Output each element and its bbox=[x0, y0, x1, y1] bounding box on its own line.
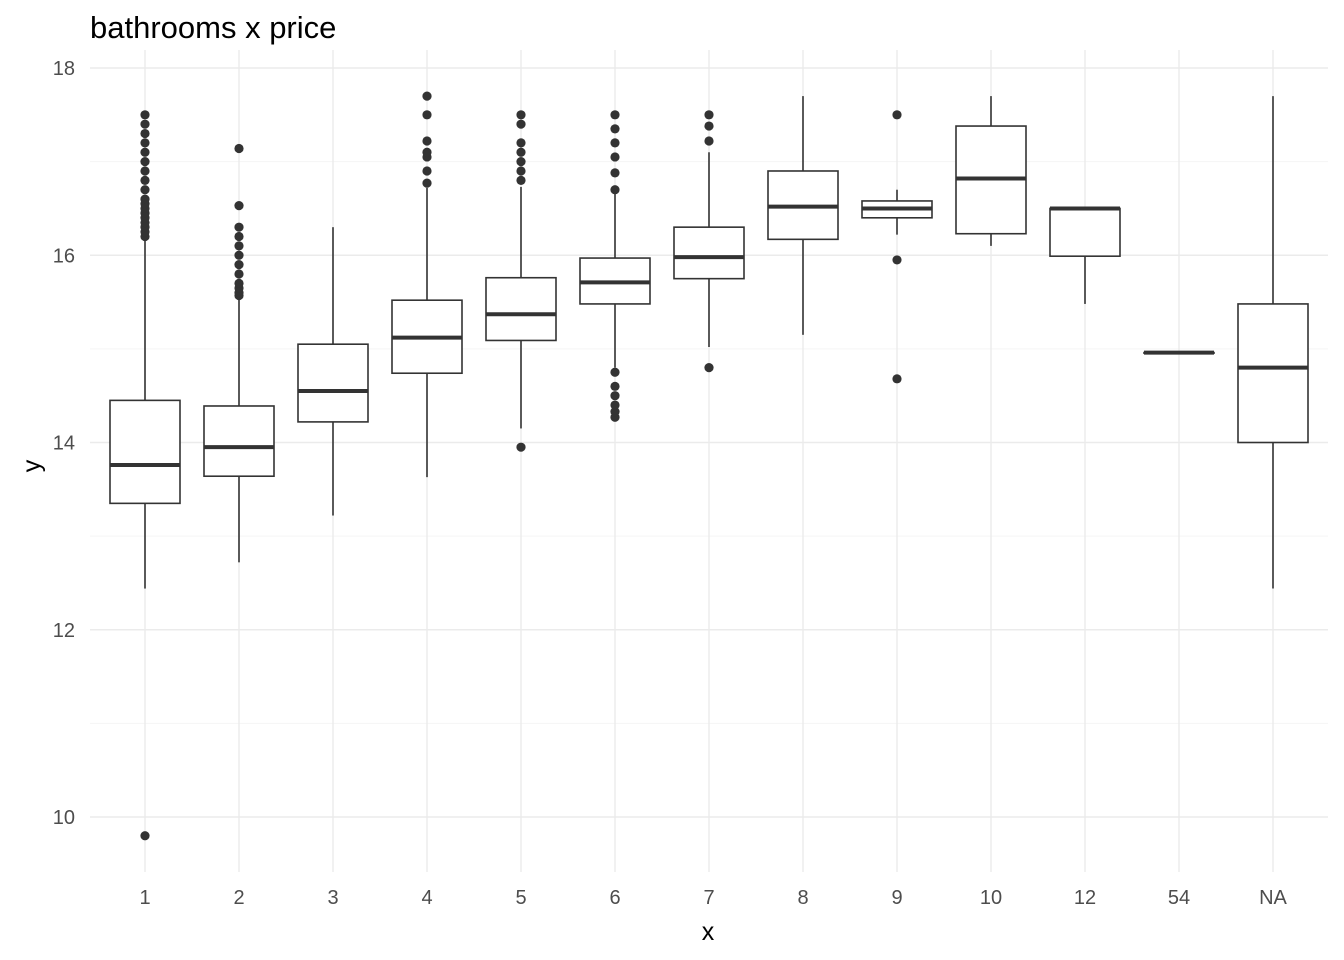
box-2 bbox=[203, 143, 275, 563]
outlier-point bbox=[140, 119, 150, 129]
outlier-point bbox=[516, 442, 526, 452]
outlier-point bbox=[516, 166, 526, 176]
outlier-point bbox=[422, 110, 432, 120]
outlier-point bbox=[610, 185, 620, 195]
outlier-point bbox=[610, 110, 620, 120]
outlier-point bbox=[892, 110, 902, 120]
y-tick-label: 14 bbox=[53, 433, 75, 455]
iqr-box bbox=[485, 276, 557, 342]
outlier-point bbox=[234, 222, 244, 232]
y-tick-label: 12 bbox=[53, 620, 75, 642]
outlier-point bbox=[140, 185, 150, 195]
iqr-box bbox=[1237, 303, 1309, 444]
outlier-point bbox=[422, 178, 432, 188]
y-tick-label: 10 bbox=[53, 807, 75, 829]
iqr-box bbox=[109, 399, 181, 505]
iqr-box bbox=[297, 343, 369, 423]
box-NA bbox=[1237, 96, 1309, 589]
boxes bbox=[109, 91, 1309, 841]
outlier-point bbox=[234, 278, 244, 288]
outlier-point bbox=[516, 157, 526, 167]
outlier-point bbox=[704, 363, 714, 373]
outlier-point bbox=[140, 147, 150, 157]
box-12 bbox=[1049, 206, 1121, 304]
box-10 bbox=[955, 96, 1027, 246]
box-6 bbox=[579, 110, 651, 422]
x-tick-label: 12 bbox=[1074, 887, 1096, 909]
outlier-point bbox=[234, 231, 244, 242]
outlier-point bbox=[516, 119, 526, 129]
outlier-point bbox=[234, 241, 244, 251]
outlier-point bbox=[610, 138, 620, 148]
x-tick-label: 54 bbox=[1168, 887, 1190, 909]
x-tick-label: 6 bbox=[609, 887, 620, 909]
outlier-point bbox=[140, 194, 150, 204]
x-tick-label: NA bbox=[1259, 887, 1287, 909]
outlier-point bbox=[704, 136, 714, 146]
outlier-point bbox=[422, 136, 432, 146]
outlier-point bbox=[422, 166, 432, 176]
x-tick-label: 1 bbox=[139, 887, 150, 909]
y-tick-label: 18 bbox=[53, 58, 75, 80]
outlier-point bbox=[610, 400, 620, 410]
outlier-point bbox=[422, 147, 432, 157]
box-1 bbox=[109, 110, 181, 841]
box-9 bbox=[861, 110, 933, 384]
y-axis-tick-labels: 10 12 14 16 18 bbox=[53, 58, 75, 829]
box-5 bbox=[485, 110, 557, 452]
outlier-point bbox=[704, 110, 714, 120]
iqr-box bbox=[673, 226, 745, 280]
x-tick-label: 8 bbox=[797, 887, 808, 909]
outlier-point bbox=[610, 381, 620, 391]
outlier-point bbox=[140, 175, 150, 185]
outlier-point bbox=[516, 147, 526, 157]
outlier-point bbox=[892, 374, 902, 384]
box-3 bbox=[297, 227, 369, 516]
x-tick-label: 3 bbox=[327, 887, 338, 909]
outlier-point bbox=[610, 407, 620, 417]
box-8 bbox=[767, 96, 839, 335]
outlier-point bbox=[234, 269, 244, 279]
iqr-box bbox=[1049, 207, 1121, 257]
outlier-point bbox=[704, 121, 714, 131]
box-54 bbox=[1143, 350, 1215, 355]
outlier-point bbox=[610, 367, 620, 377]
outlier-point bbox=[516, 175, 526, 185]
outlier-point bbox=[516, 138, 526, 148]
outlier-point bbox=[140, 138, 150, 148]
y-tick-label: 16 bbox=[53, 245, 75, 267]
outlier-point bbox=[234, 260, 244, 270]
y-axis-title: y bbox=[18, 459, 46, 472]
outlier-point bbox=[140, 831, 150, 841]
box-4 bbox=[391, 91, 463, 478]
outlier-point bbox=[610, 124, 620, 134]
x-tick-label: 10 bbox=[980, 887, 1002, 909]
x-axis-title: x bbox=[702, 918, 715, 946]
box-7 bbox=[673, 110, 745, 373]
x-tick-label: 5 bbox=[515, 887, 526, 909]
outlier-point bbox=[892, 255, 902, 265]
outlier-point bbox=[234, 250, 244, 260]
outlier-point bbox=[234, 201, 244, 211]
outlier-point bbox=[610, 391, 620, 401]
x-tick-label: 2 bbox=[233, 887, 244, 909]
x-tick-label: 7 bbox=[703, 887, 714, 909]
outlier-point bbox=[140, 157, 150, 167]
x-tick-label: 9 bbox=[891, 887, 902, 909]
outlier-point bbox=[422, 91, 432, 101]
outlier-point bbox=[516, 110, 526, 120]
iqr-box bbox=[203, 405, 275, 478]
outlier-point bbox=[140, 128, 150, 139]
x-tick-label: 4 bbox=[421, 887, 432, 909]
outlier-point bbox=[234, 143, 244, 154]
chart-title: bathrooms x price bbox=[90, 10, 337, 45]
outlier-point bbox=[610, 168, 620, 178]
outlier-point bbox=[140, 166, 150, 176]
x-axis-tick-labels: 1 2 3 4 5 6 7 8 9 10 12 54 NA bbox=[139, 887, 1287, 909]
outlier-point bbox=[610, 152, 620, 162]
outlier-point bbox=[140, 110, 150, 120]
